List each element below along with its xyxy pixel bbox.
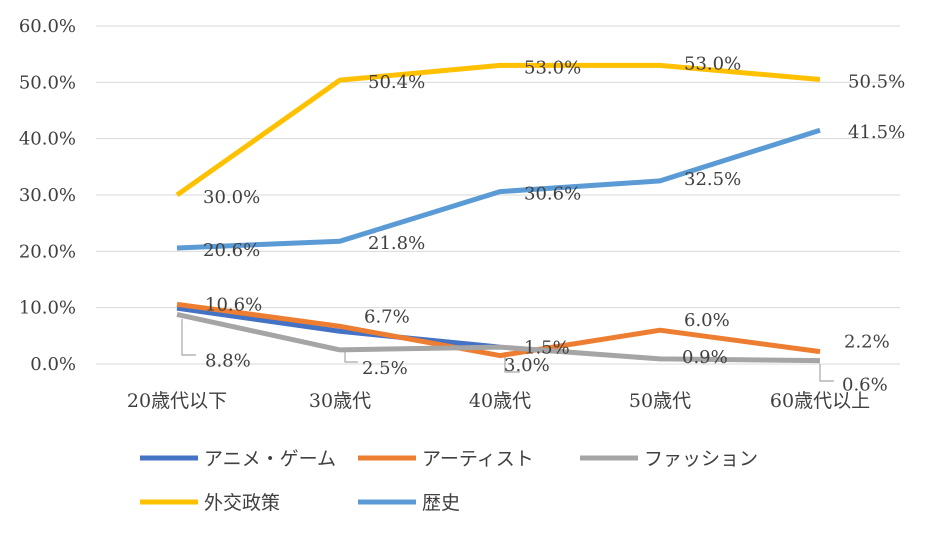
- series-line-1: [176, 301, 821, 359]
- leader-line: [504, 352, 520, 373]
- y-tick-label: 50.0%: [19, 72, 76, 93]
- series-line-4: [176, 127, 821, 251]
- data-label: 30.6%: [524, 184, 581, 205]
- legend-entry: ファッション: [644, 448, 758, 470]
- data-label: 0.6%: [842, 375, 888, 396]
- legend-entry: アニメ・ゲーム: [204, 448, 336, 470]
- data-label: 2.2%: [844, 332, 890, 353]
- data-label: 53.0%: [684, 53, 741, 74]
- series-line-2: [176, 311, 821, 364]
- data-label: 30.0%: [203, 187, 260, 208]
- data-label: 50.4%: [368, 72, 425, 93]
- data-label: 6.0%: [684, 310, 730, 331]
- leader-line: [181, 319, 196, 356]
- x-tick-label: 30歳代: [309, 390, 371, 412]
- y-tick-label: 40.0%: [19, 129, 76, 150]
- legend-entry: 歴史: [422, 492, 460, 514]
- leader-line: [344, 352, 358, 363]
- legend-entry: アーティスト: [422, 448, 534, 470]
- data-label: 20.6%: [203, 240, 260, 261]
- data-label: 0.9%: [682, 347, 728, 368]
- series-line-0: [176, 305, 501, 350]
- x-tick-label: 50歳代: [629, 390, 691, 412]
- x-tick-label: 20歳代以下: [127, 390, 227, 412]
- x-axis: 20歳代以下 30歳代 40歳代 50歳代 60歳代以上: [127, 390, 870, 412]
- y-tick-label: 10.0%: [19, 298, 76, 319]
- leader-line: [819, 364, 834, 382]
- series-line-3: [175, 62, 821, 198]
- data-label: 32.5%: [684, 169, 741, 190]
- y-tick-label: 60.0%: [19, 16, 76, 37]
- x-tick-label: 40歳代: [469, 390, 531, 412]
- data-label: 6.7%: [364, 306, 410, 327]
- y-tick-label: 30.0%: [19, 185, 76, 206]
- data-labels: 3.0% 10.6% 6.7% 1.5% 6.0% 2.2% 8.8% 2.5% 0.9% 0.6…: [203, 53, 905, 395]
- y-tick-label: 20.0%: [19, 241, 76, 262]
- data-label: 53.0%: [524, 57, 581, 78]
- y-tick-label: 0.0%: [30, 354, 76, 375]
- data-label: 8.8%: [205, 350, 251, 371]
- data-label: 10.6%: [205, 294, 262, 315]
- series-lines: [175, 62, 821, 364]
- data-label: 2.5%: [362, 358, 408, 379]
- y-axis: 0.0% 10.0% 20.0% 30.0% 40.0% 50.0% 60.0%: [19, 16, 76, 375]
- data-label: 50.5%: [848, 72, 905, 93]
- data-label: 41.5%: [848, 122, 905, 143]
- gridlines: [96, 25, 900, 365]
- legend-entry: 外交政策: [204, 492, 280, 514]
- data-label: 1.5%: [524, 338, 570, 359]
- leader-lines: [181, 319, 834, 382]
- x-tick-label: 60歳代以上: [770, 390, 870, 412]
- data-label: 21.8%: [368, 233, 425, 254]
- data-label: 3.0%: [504, 355, 550, 376]
